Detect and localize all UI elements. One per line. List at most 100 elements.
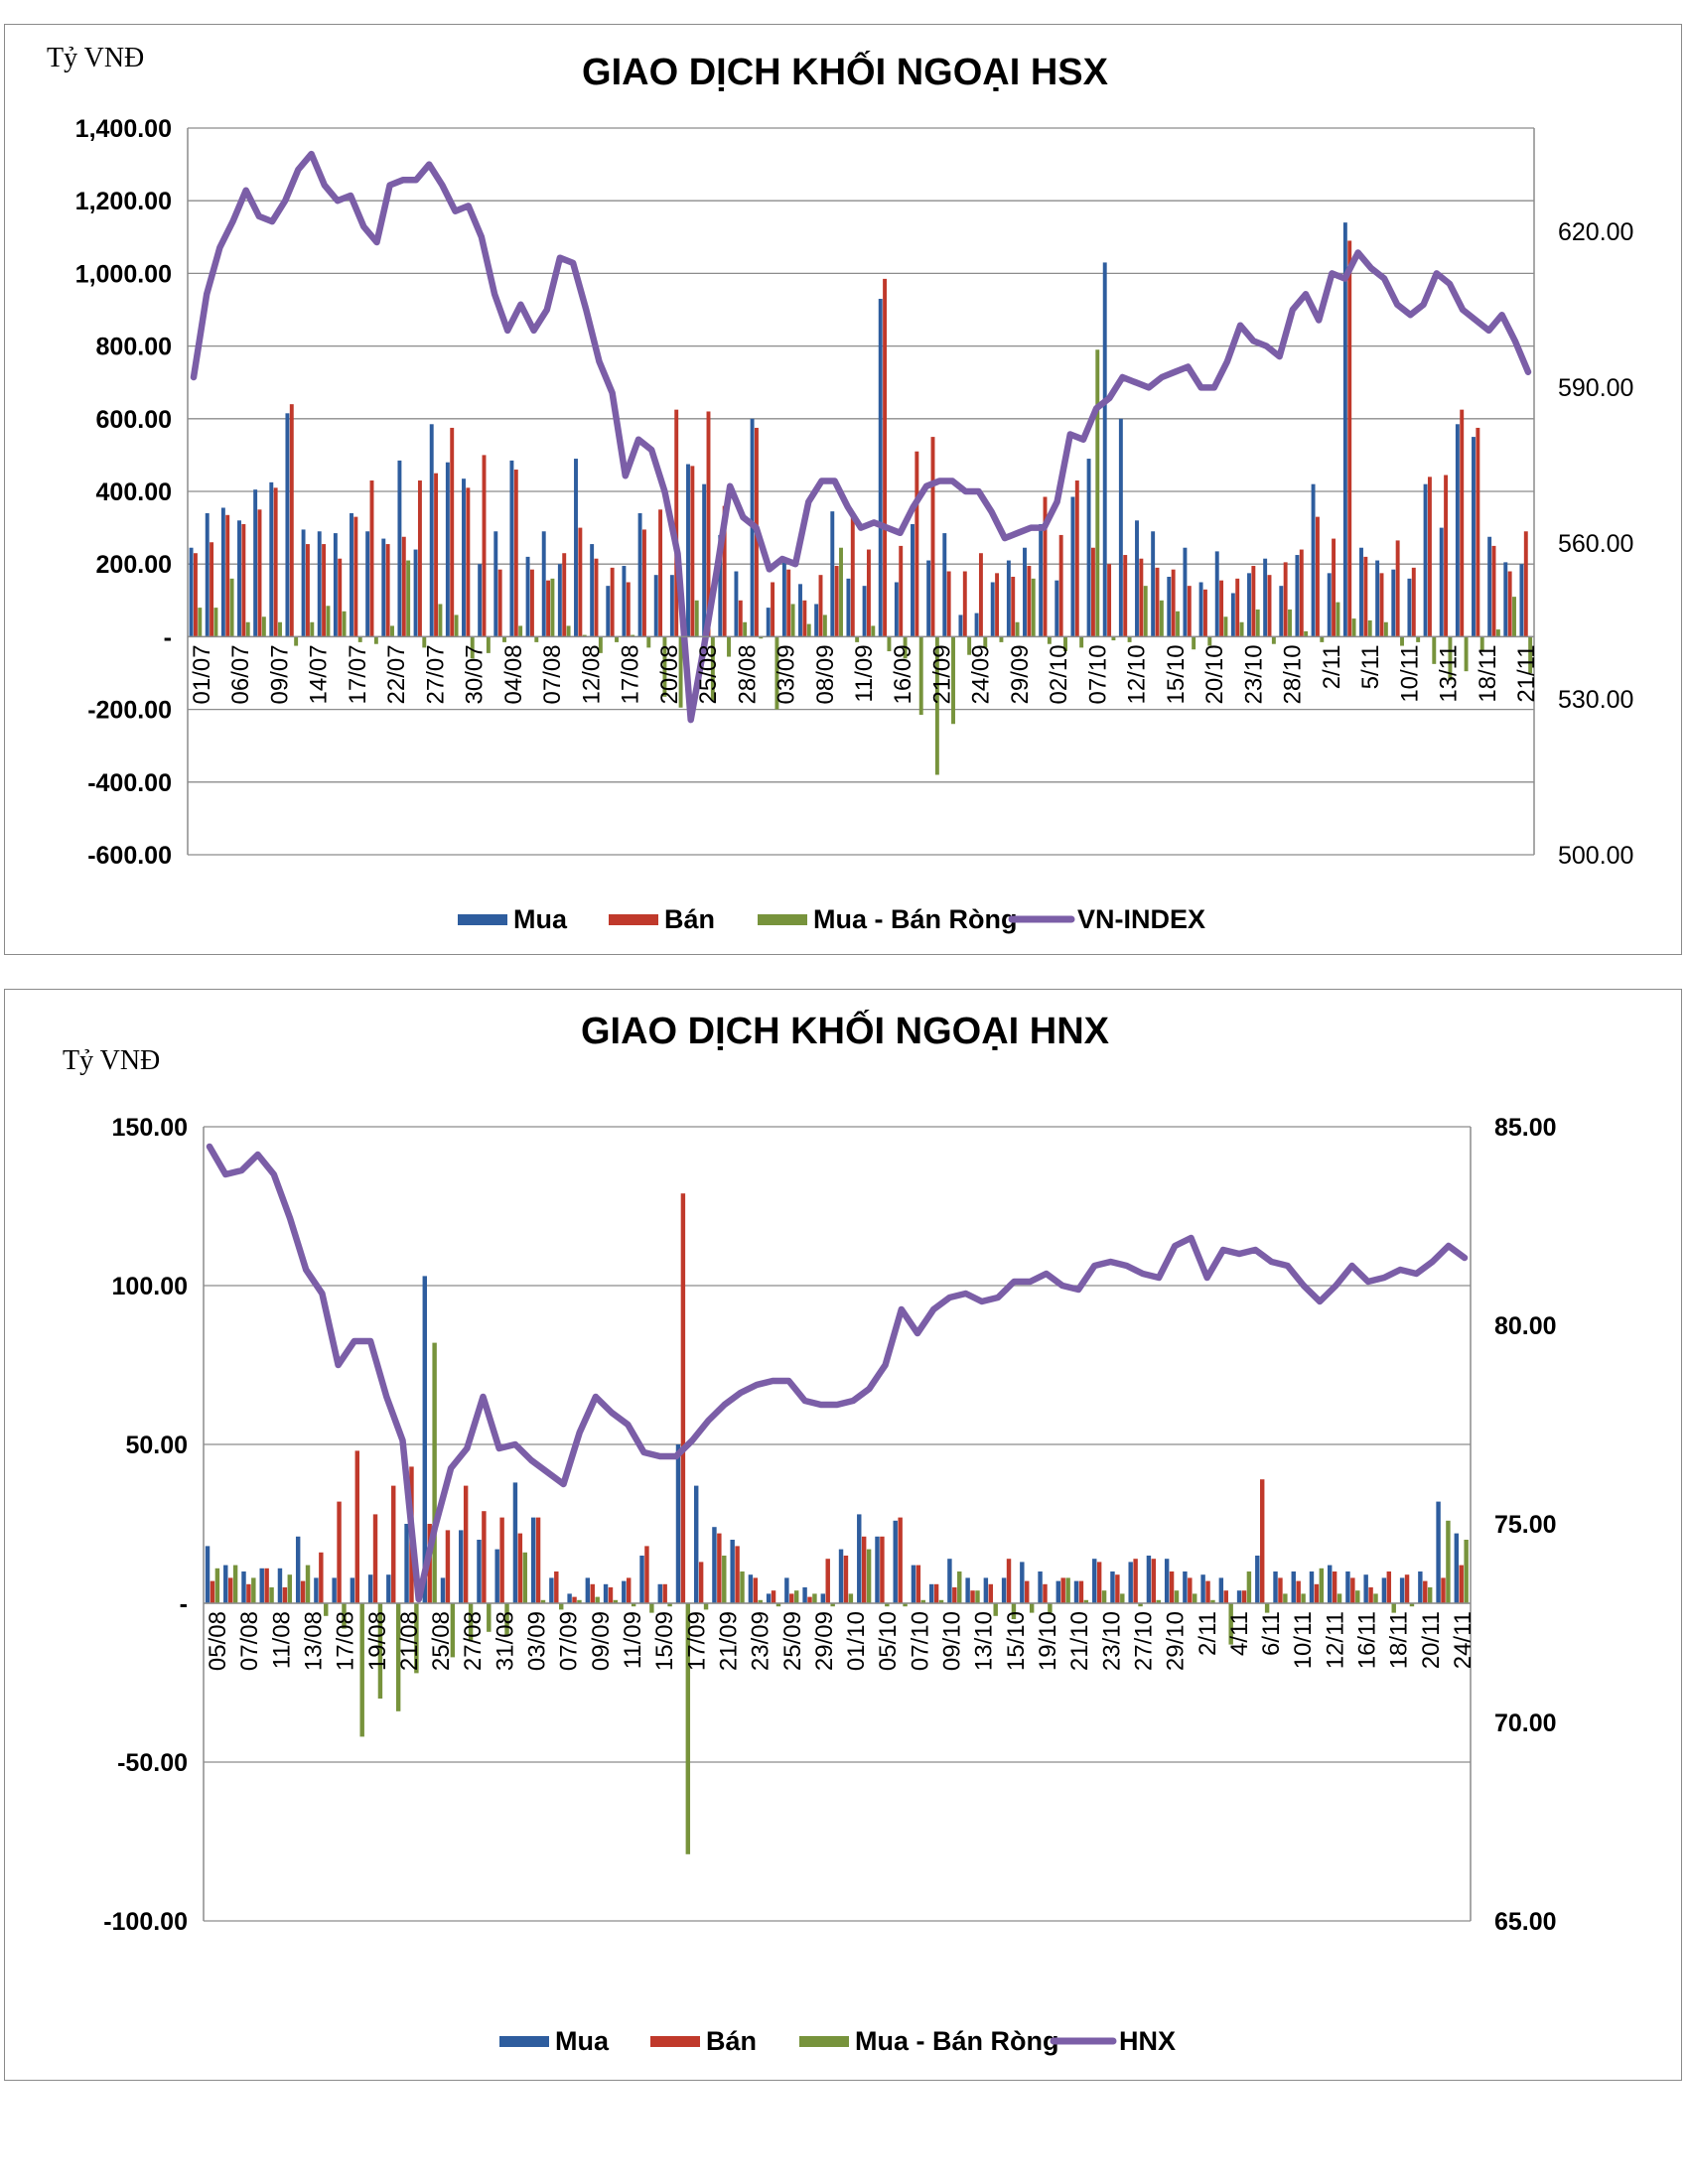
bar-ban [354,1450,359,1603]
bar-rong [694,600,699,637]
bar-mua [317,531,322,637]
bar-rong [957,1571,962,1603]
x-tick-label: 20/11 [1418,1611,1445,1669]
bar-rong [232,1565,238,1603]
bar-ban [1139,558,1144,637]
bar-rong [662,636,667,697]
bar-ban [850,514,855,637]
x-tick-label: 13/10 [971,1611,998,1671]
bar-mua [1255,1556,1260,1603]
bar-rong [1239,621,1244,637]
bar-mua [622,1580,627,1603]
legend-label: Mua [513,904,568,934]
bar-rong [390,625,394,637]
x-tick-label: 05/08 [205,1611,231,1671]
bar-ban [338,558,343,637]
bar-mua [820,1593,826,1603]
bar-mua [766,1593,772,1603]
bar-mua [397,460,402,637]
bar-mua [675,1444,681,1603]
bar-rong [540,1599,546,1603]
bar-mua [862,586,867,637]
bar-ban [880,1536,885,1603]
bar-rong [885,1603,890,1607]
bar-rong [1373,1593,1378,1603]
x-tick-label: 29/09 [1007,644,1034,704]
y2-tick-label: 65.00 [1494,1908,1557,1936]
bar-ban [590,1583,595,1603]
bar-ban [497,569,502,637]
bar-rong [1174,1590,1180,1603]
bar-mua [253,489,258,637]
bar-rong [1391,1603,1396,1613]
bar-ban [644,1546,649,1603]
bar-mua [928,1583,934,1603]
bar-mua [413,549,418,637]
bar-ban [1507,571,1512,637]
bar-mua [1472,437,1476,637]
bar-rong [631,634,635,637]
bar-ban [1096,1562,1102,1603]
bar-rong [1063,636,1067,652]
bar-ban [995,573,1000,637]
bar-mua [259,1568,264,1603]
bar-ban [1404,1574,1410,1603]
bar-ban [1363,556,1368,637]
bar-rong [710,636,715,701]
bar-rong [685,1603,691,1854]
x-tick-label: 05/10 [875,1611,902,1671]
bar-ban [1074,480,1079,637]
bar-ban [970,1590,975,1603]
bar-ban [1235,578,1240,637]
index-line [206,1143,1469,1603]
bar-mua [1230,593,1235,637]
x-tick-label: 08/09 [812,644,839,704]
x-tick-label: 21/11 [1513,644,1540,702]
bar-mua [730,1540,735,1603]
bar-ban [771,1590,776,1603]
bar-mua [205,1546,211,1603]
bar-rong [342,1603,347,1629]
bar-ban [771,582,775,637]
bar-mua [911,1565,916,1603]
bar-ban [1411,567,1416,637]
bar-mua [1295,555,1300,637]
x-tick-label: 11/09 [620,1611,646,1669]
x-tick-label: 06/07 [227,644,254,704]
bar-ban [738,600,743,637]
bar-rong [1228,1603,1233,1645]
bar-rong [487,1603,492,1632]
bar-ban [674,409,679,637]
bar-ban [978,553,983,637]
x-tick-label: 28/10 [1280,644,1307,704]
bar-mua [1311,483,1316,637]
legend-swatch [499,2036,549,2047]
bar-ban [802,600,807,637]
bar-rong [830,1603,835,1607]
bar-rong [938,1599,944,1603]
bar-mua [509,460,514,637]
bar-mua [965,1577,970,1603]
bar-ban [385,544,390,637]
bar-mua [657,1583,662,1603]
bar-ban [930,437,935,637]
bar-ban [690,466,695,637]
bar-mua [893,1520,898,1603]
bar-mua [798,584,802,637]
bar-rong [775,1603,781,1607]
bar-mua [830,511,835,637]
x-tick-label: 4/11 [1226,1611,1253,1656]
bar-rong [577,1599,582,1603]
bar-rong [1351,618,1356,637]
bar-rong [1255,609,1260,637]
bar-ban [1090,547,1095,637]
bar-mua [1214,551,1219,637]
y2-tick-label: 620.00 [1558,218,1633,246]
bar-rong [1304,630,1309,637]
bar-ban [1043,1583,1048,1603]
bar-rong [198,608,203,637]
x-tick-label: 6/11 [1258,1611,1285,1656]
bar-rong [975,1590,980,1603]
x-tick-label: 15/10 [1163,644,1190,704]
bar-rong [324,1603,329,1616]
